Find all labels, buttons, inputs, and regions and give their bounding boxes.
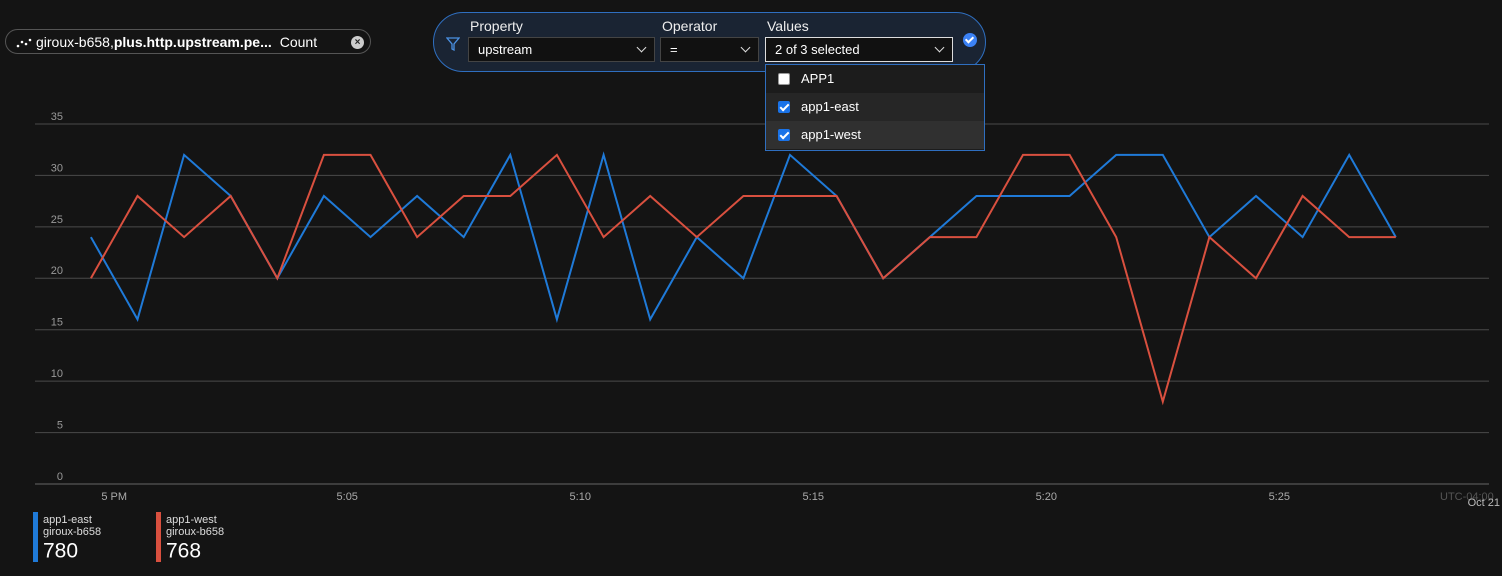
y-tick-label: 0 bbox=[57, 471, 63, 483]
property-dropdown[interactable]: upstream bbox=[468, 37, 655, 62]
option-label: APP1 bbox=[801, 71, 835, 86]
y-tick-label: 20 bbox=[51, 265, 63, 277]
remove-metric[interactable]: × bbox=[351, 36, 364, 49]
legend-swatch bbox=[156, 512, 161, 562]
y-tick-label: 15 bbox=[51, 317, 63, 329]
metric: plus.http.upstream.pe... bbox=[113, 34, 272, 50]
series-line bbox=[90, 153, 1396, 406]
legend-total: 768 bbox=[166, 540, 201, 563]
metric-icon bbox=[16, 38, 32, 48]
y-tick-label: 5 bbox=[57, 419, 63, 431]
timezone-label: UTC-04:00 bbox=[1440, 491, 1494, 503]
x-tick-label: 5:15 bbox=[803, 491, 824, 503]
option-label: app1-east bbox=[801, 99, 859, 114]
filter-icon bbox=[446, 37, 460, 51]
resource: giroux-b658, bbox=[36, 34, 114, 50]
checkbox[interactable] bbox=[778, 129, 790, 141]
x-tick-label: 5:10 bbox=[570, 491, 591, 503]
option[interactable]: APP1 bbox=[766, 65, 984, 93]
values-list: APP1 app1-east app1-west bbox=[765, 64, 985, 151]
aggregation: Count bbox=[279, 34, 318, 50]
y-tick-label: 10 bbox=[51, 368, 63, 380]
filter-panel: Property Operator Values upstream = 2 of… bbox=[433, 12, 986, 72]
apply-filter[interactable] bbox=[963, 33, 977, 47]
metric-pill[interactable]: giroux-b658,plus.http.upstream.pe... Coun… bbox=[5, 29, 371, 54]
y-tick-label: 35 bbox=[51, 111, 63, 123]
series-line bbox=[90, 151, 1397, 324]
date-label: Oct 21 bbox=[1468, 497, 1500, 509]
legend-resource: giroux-b658 bbox=[43, 526, 101, 538]
checkbox[interactable] bbox=[778, 101, 790, 113]
legend-swatch bbox=[33, 512, 38, 562]
legend-name: app1-east bbox=[43, 514, 92, 526]
checkbox[interactable] bbox=[778, 73, 790, 85]
option-label: app1-west bbox=[801, 127, 861, 142]
option[interactable]: app1-west bbox=[766, 121, 984, 149]
y-tick-label: 25 bbox=[51, 214, 63, 226]
operator-label: Operator bbox=[662, 18, 718, 34]
x-tick-label: 5:20 bbox=[1036, 491, 1057, 503]
values-label: Values bbox=[767, 18, 809, 34]
x-tick-label: 5:05 bbox=[337, 491, 358, 503]
legend-total: 780 bbox=[43, 540, 78, 563]
option[interactable]: app1-east bbox=[766, 93, 984, 121]
legend-name: app1-west bbox=[166, 514, 217, 526]
x-tick-label: 5:25 bbox=[1269, 491, 1290, 503]
property-label: Property bbox=[470, 18, 523, 34]
legend-resource: giroux-b658 bbox=[166, 526, 224, 538]
operator-dropdown[interactable]: = bbox=[660, 37, 759, 62]
x-tick-label: 5 PM bbox=[101, 491, 127, 503]
values-dropdown[interactable]: 2 of 3 selected bbox=[765, 37, 953, 62]
y-tick-label: 30 bbox=[51, 162, 63, 174]
